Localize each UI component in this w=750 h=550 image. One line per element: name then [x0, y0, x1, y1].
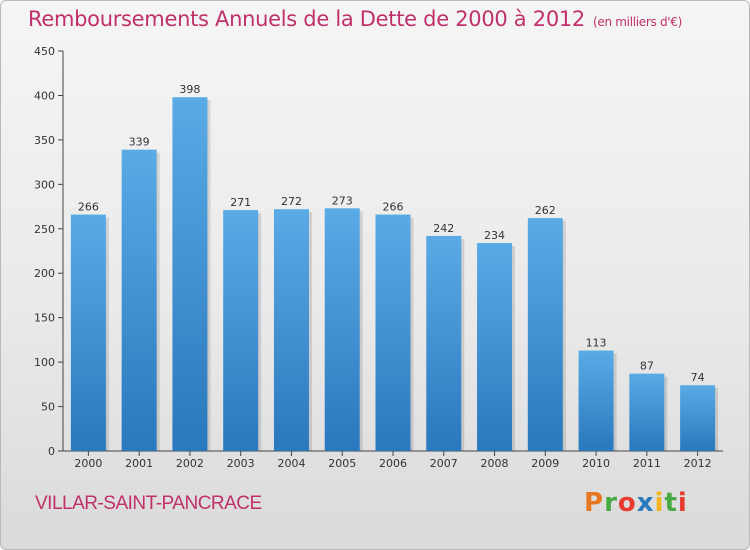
- x-tick-label: 2004: [277, 457, 305, 470]
- chart-subtitle: (en milliers d'€): [593, 15, 683, 29]
- bar-value-label: 266: [78, 201, 99, 214]
- bar: [527, 218, 563, 451]
- y-tick-label: 0: [48, 445, 55, 458]
- bar-value-label: 234: [484, 229, 505, 242]
- bar-value-label: 242: [433, 222, 454, 235]
- logo-letter: o: [617, 488, 637, 518]
- bar-value-label: 262: [535, 204, 556, 217]
- x-tick-label: 2006: [379, 457, 407, 470]
- bar: [223, 210, 259, 451]
- bar-value-label: 87: [640, 360, 654, 373]
- bar: [680, 385, 716, 451]
- x-tick-label: 2007: [430, 457, 458, 470]
- x-tick-label: 2000: [74, 457, 102, 470]
- bar: [121, 149, 157, 451]
- logo-letter: x: [636, 488, 655, 518]
- logo-letter: P: [584, 488, 605, 518]
- commune-name: VILLAR-SAINT-PANCRACE: [35, 493, 262, 514]
- bar: [578, 350, 614, 451]
- proxiti-logo: Proxiti: [584, 488, 688, 518]
- chart-title-text: Remboursements Annuels de la Dette de 20…: [28, 7, 585, 31]
- bar-value-label: 273: [332, 194, 353, 207]
- bar-value-label: 398: [179, 83, 200, 96]
- x-tick-label: 2011: [633, 457, 661, 470]
- y-tick-label: 50: [41, 401, 55, 414]
- y-tick-label: 400: [34, 89, 55, 102]
- logo-letter: t: [664, 488, 678, 518]
- y-tick-label: 350: [34, 134, 55, 147]
- bar-value-label: 74: [691, 371, 705, 384]
- x-tick-label: 2012: [684, 457, 712, 470]
- x-tick-label: 2009: [531, 457, 559, 470]
- x-tick-label: 2005: [328, 457, 356, 470]
- bar-value-label: 339: [129, 136, 150, 149]
- y-tick-label: 150: [34, 312, 55, 325]
- bar: [629, 373, 665, 451]
- bar: [477, 243, 513, 451]
- bar-value-label: 272: [281, 195, 302, 208]
- y-tick-label: 250: [34, 223, 55, 236]
- x-tick-label: 2002: [176, 457, 204, 470]
- x-tick-label: 2001: [125, 457, 153, 470]
- bar: [273, 209, 309, 451]
- logo-letter: i: [654, 488, 665, 518]
- chart-title: Remboursements Annuels de la Dette de 20…: [28, 7, 682, 31]
- bar: [70, 214, 106, 451]
- y-tick-label: 200: [34, 267, 55, 280]
- bar: [375, 214, 411, 451]
- y-tick-label: 300: [34, 178, 55, 191]
- bar: [426, 235, 462, 451]
- logo-letter: r: [604, 488, 618, 518]
- bar: [324, 208, 360, 451]
- x-tick-label: 2010: [582, 457, 610, 470]
- bar-value-label: 113: [586, 337, 607, 350]
- y-tick-label: 450: [34, 45, 55, 58]
- bar-value-label: 266: [383, 201, 404, 214]
- x-tick-label: 2003: [227, 457, 255, 470]
- logo-letter: i: [677, 488, 688, 518]
- x-tick-label: 2008: [481, 457, 509, 470]
- bar: [172, 97, 208, 451]
- y-tick-label: 100: [34, 356, 55, 369]
- bar-value-label: 271: [230, 196, 251, 209]
